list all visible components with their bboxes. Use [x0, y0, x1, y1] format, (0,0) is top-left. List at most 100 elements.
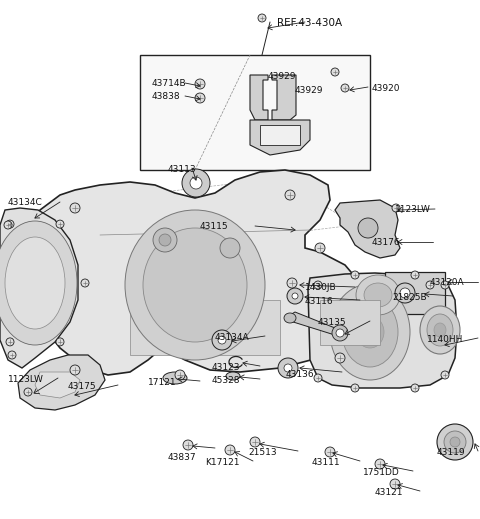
Polygon shape [25, 170, 368, 375]
Ellipse shape [434, 323, 446, 337]
Ellipse shape [287, 288, 303, 304]
Ellipse shape [56, 338, 64, 346]
Polygon shape [290, 312, 340, 336]
Ellipse shape [441, 281, 449, 289]
Ellipse shape [351, 384, 359, 392]
Ellipse shape [341, 84, 349, 92]
Ellipse shape [258, 14, 266, 22]
Text: 21513: 21513 [248, 448, 276, 457]
Ellipse shape [81, 279, 89, 287]
Text: 43929: 43929 [268, 72, 297, 81]
Ellipse shape [218, 336, 226, 344]
Text: 43838: 43838 [152, 92, 180, 101]
Ellipse shape [332, 325, 348, 341]
Text: 43123: 43123 [212, 363, 240, 372]
Ellipse shape [325, 447, 335, 457]
Text: 1751DD: 1751DD [363, 468, 400, 477]
Ellipse shape [356, 316, 384, 348]
Text: 1123LW: 1123LW [8, 375, 44, 384]
Ellipse shape [143, 228, 247, 342]
Bar [320, 300, 380, 345]
Ellipse shape [195, 93, 205, 103]
Ellipse shape [364, 283, 392, 307]
Ellipse shape [292, 293, 298, 299]
Text: 43929: 43929 [295, 86, 324, 95]
Ellipse shape [336, 329, 344, 337]
Ellipse shape [153, 228, 177, 252]
Ellipse shape [375, 459, 385, 469]
Text: 43115: 43115 [200, 222, 228, 231]
Text: 45328: 45328 [212, 376, 240, 385]
Text: REF.43-430A: REF.43-430A [277, 18, 343, 28]
Bar [130, 300, 280, 355]
Polygon shape [335, 200, 400, 258]
Ellipse shape [125, 210, 265, 360]
Polygon shape [260, 125, 300, 145]
Ellipse shape [6, 220, 14, 228]
Ellipse shape [450, 437, 460, 447]
Ellipse shape [411, 384, 419, 392]
Text: 1430JB: 1430JB [305, 283, 336, 292]
Ellipse shape [285, 190, 295, 200]
Text: 43120A: 43120A [430, 278, 465, 287]
Text: 43920: 43920 [372, 84, 400, 93]
Text: 43175: 43175 [68, 382, 96, 391]
Text: K17121: K17121 [205, 458, 240, 467]
Polygon shape [272, 75, 296, 120]
Ellipse shape [4, 221, 12, 229]
Polygon shape [250, 120, 310, 155]
Ellipse shape [6, 338, 14, 346]
Ellipse shape [330, 284, 410, 380]
Ellipse shape [358, 218, 378, 238]
Ellipse shape [56, 220, 64, 228]
Ellipse shape [159, 234, 171, 246]
Text: 43119: 43119 [437, 448, 466, 457]
Text: 43116: 43116 [305, 297, 334, 306]
Ellipse shape [420, 306, 460, 354]
Ellipse shape [220, 238, 240, 258]
Ellipse shape [195, 79, 205, 89]
Ellipse shape [441, 371, 449, 379]
Ellipse shape [400, 288, 410, 298]
Ellipse shape [5, 237, 65, 329]
Ellipse shape [392, 204, 400, 212]
Ellipse shape [426, 281, 434, 289]
Ellipse shape [163, 372, 187, 384]
Ellipse shape [278, 358, 298, 378]
Ellipse shape [314, 281, 322, 289]
Text: 21825B: 21825B [392, 293, 427, 302]
Ellipse shape [395, 283, 415, 303]
Text: 43176: 43176 [372, 238, 401, 247]
Ellipse shape [70, 365, 80, 375]
Polygon shape [250, 75, 268, 120]
Text: 43121: 43121 [375, 488, 404, 497]
Ellipse shape [0, 221, 77, 345]
Ellipse shape [226, 372, 240, 380]
Text: 1123LW: 1123LW [395, 205, 431, 214]
Text: 17121: 17121 [148, 378, 177, 387]
Text: 43134A: 43134A [215, 333, 250, 342]
Text: 43837: 43837 [168, 453, 197, 462]
Text: 43136: 43136 [286, 370, 314, 379]
Ellipse shape [351, 271, 359, 279]
Ellipse shape [190, 177, 202, 189]
Ellipse shape [225, 445, 235, 455]
Ellipse shape [24, 388, 32, 396]
Ellipse shape [314, 374, 322, 382]
Ellipse shape [315, 243, 325, 253]
Ellipse shape [335, 353, 345, 363]
Ellipse shape [356, 275, 400, 315]
Ellipse shape [284, 313, 296, 323]
Ellipse shape [287, 278, 297, 288]
Bar [140, 55, 370, 170]
Ellipse shape [390, 479, 400, 489]
Ellipse shape [8, 351, 16, 359]
Ellipse shape [437, 424, 473, 460]
Text: 43714B: 43714B [152, 79, 187, 88]
Polygon shape [35, 372, 80, 398]
Ellipse shape [183, 440, 193, 450]
Text: 43111: 43111 [312, 458, 341, 467]
Ellipse shape [70, 203, 80, 213]
Bar [385, 272, 445, 314]
Ellipse shape [411, 271, 419, 279]
